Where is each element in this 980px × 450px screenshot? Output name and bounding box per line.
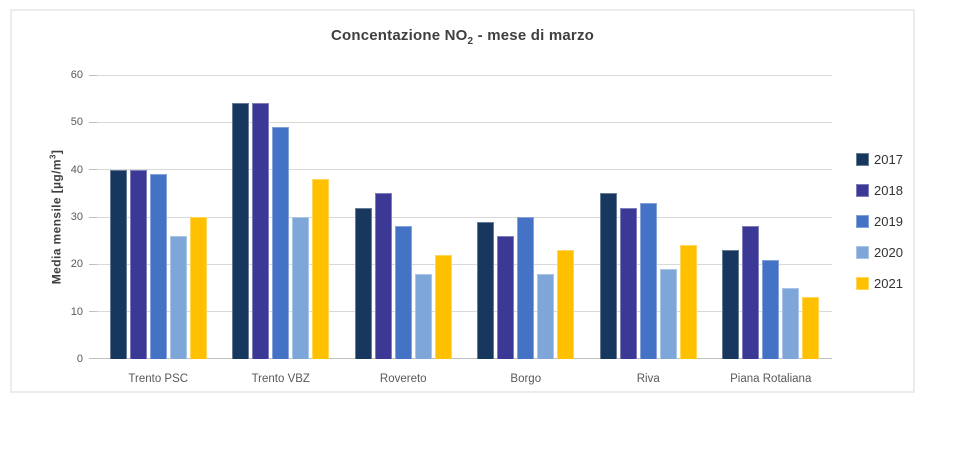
gridline (97, 263, 832, 265)
x-axis-category-label: Trento VBZ (251, 373, 310, 385)
bar (659, 269, 677, 359)
y-axis-tick-label: 40 (70, 163, 83, 176)
gridline (97, 74, 832, 76)
bar (557, 250, 575, 359)
y-axis-tick-mark (89, 169, 97, 171)
bar (679, 245, 697, 359)
bar (169, 235, 187, 359)
bar (434, 254, 452, 359)
bar (782, 288, 800, 359)
gridline (97, 216, 832, 218)
legend-item: 2019 (856, 215, 903, 228)
gridline (97, 121, 832, 123)
bar (599, 193, 617, 359)
chart-title-text: Concentazione NO (330, 27, 468, 44)
legend-label: 2018 (874, 183, 903, 198)
x-axis-category-label: Borgo (510, 373, 542, 385)
bar (802, 297, 820, 359)
legend-swatch (856, 184, 869, 197)
bar (722, 250, 740, 359)
bar (477, 221, 495, 359)
y-axis-tick-label: 60 (70, 69, 83, 81)
bar (394, 226, 412, 359)
x-axis-category-label: Riva (636, 373, 660, 385)
y-axis-tick-mark (89, 216, 97, 218)
bar (354, 207, 372, 359)
bar (109, 169, 127, 359)
x-axis-category-label: Piana Rotaliana (730, 373, 812, 385)
x-axis-line (89, 358, 832, 359)
legend-label: 2019 (874, 214, 903, 229)
bar (497, 235, 515, 359)
legend-swatch (856, 153, 869, 166)
bar (292, 217, 310, 359)
bar (129, 169, 147, 359)
plot-area (89, 74, 832, 359)
legend-label: 2017 (874, 152, 903, 167)
y-axis-tick-label: 20 (70, 258, 83, 271)
y-axis-tick-mark (89, 74, 97, 76)
legend-swatch (856, 277, 869, 290)
legend-label: 2020 (874, 245, 903, 260)
bar (517, 217, 535, 359)
bar (149, 174, 167, 359)
y-axis-tick-label: 30 (70, 211, 83, 223)
legend-swatch (856, 246, 869, 259)
gridline (97, 169, 832, 171)
x-axis-category-labels: Trento PSC Trento VBZ Rovereto Borgo Riva Pia… (97, 372, 832, 386)
y-axis-tick-labels: 0 10 20 30 40 50 60 (12, 69, 83, 365)
legend: 2017 2018 2019 2020 2021 (856, 153, 903, 290)
legend-item: 2020 (856, 246, 903, 259)
bar (639, 202, 657, 359)
bar-group (342, 75, 465, 359)
x-axis-category-label: Rovereto (379, 373, 427, 385)
bar (537, 273, 555, 359)
legend-item: 2021 (856, 277, 903, 290)
legend-swatch (856, 215, 869, 228)
bar-group (220, 75, 343, 359)
x-axis-category-label: Trento PSC (128, 373, 189, 385)
chart-frame: Concentazione NO2 - mese di marzo Media … (10, 9, 915, 393)
y-axis-tick-mark (89, 263, 97, 265)
bar (374, 193, 392, 359)
chart-title-subscript: 2 (467, 36, 474, 47)
bar (619, 207, 637, 359)
bar (189, 217, 207, 359)
bar (252, 103, 270, 359)
bar (272, 127, 290, 359)
bar-group (587, 75, 710, 359)
bar-groups (97, 75, 832, 359)
chart-title: Concentazione NO2 - mese di marzo (12, 27, 913, 47)
y-axis-tick-label: 50 (70, 116, 83, 129)
chart-title-rest: - mese di marzo (473, 27, 595, 44)
legend-label: 2021 (874, 276, 903, 291)
bar (762, 259, 780, 359)
bar (742, 226, 760, 359)
bar (414, 273, 432, 359)
gridline (97, 311, 832, 313)
y-axis-tick-label: 0 (76, 353, 83, 365)
y-axis-tick-mark (89, 311, 97, 313)
bar-group (710, 75, 833, 359)
y-axis-tick-mark (89, 121, 97, 123)
legend-item: 2017 (856, 153, 903, 166)
legend-item: 2018 (856, 184, 903, 197)
bar (232, 103, 250, 359)
bar-group (465, 75, 588, 359)
bar-group (97, 75, 220, 359)
y-axis-tick-label: 10 (70, 305, 83, 318)
bar (312, 179, 330, 359)
